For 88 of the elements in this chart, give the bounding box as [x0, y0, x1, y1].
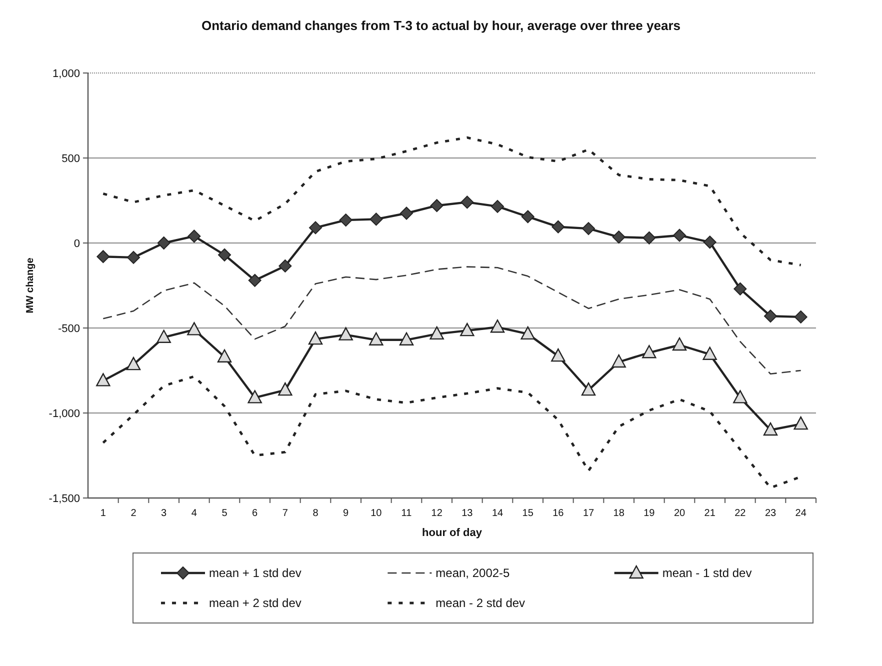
point [369, 332, 384, 346]
point [430, 326, 444, 340]
point [582, 222, 595, 236]
y-axis-title: MW change [25, 257, 36, 314]
x-tick-label: 16 [552, 508, 564, 519]
x-tick-label: 17 [582, 508, 594, 519]
point [552, 220, 565, 234]
x-tick-label: 14 [492, 508, 504, 519]
point [156, 330, 171, 343]
point [187, 322, 202, 336]
legend-label: mean - 2 std dev [436, 596, 526, 610]
point [308, 331, 323, 345]
line-series [102, 266, 802, 375]
y-tick-label: 0 [74, 238, 80, 250]
point [126, 356, 141, 370]
x-tick-label: 8 [312, 508, 319, 519]
point [551, 348, 566, 362]
point [339, 214, 352, 227]
point [672, 337, 687, 351]
point [733, 390, 748, 404]
point [96, 250, 110, 264]
x-tick-label: 10 [370, 508, 382, 519]
x-axis-title: hour of day [422, 527, 483, 539]
point [188, 230, 201, 243]
point [278, 382, 292, 396]
point [217, 349, 232, 362]
point [430, 199, 444, 212]
x-tick-label: 5 [222, 508, 228, 519]
point [612, 230, 626, 244]
x-tick-label: 23 [764, 508, 776, 519]
point [581, 382, 596, 396]
point [157, 236, 170, 250]
x-tick-label: 2 [130, 508, 137, 519]
point [460, 322, 474, 336]
point [612, 354, 626, 368]
x-tick-label: 21 [704, 508, 716, 519]
point [248, 274, 262, 287]
legend-label: mean, 2002-5 [436, 566, 510, 580]
x-tick-label: 24 [795, 508, 807, 519]
point [278, 259, 292, 272]
x-tick-label: 12 [431, 508, 443, 519]
point [521, 210, 534, 224]
x-tick-label: 15 [522, 508, 534, 519]
y-tick-label: 500 [62, 152, 80, 165]
point [642, 231, 656, 244]
x-tick-label: 11 [401, 508, 412, 519]
point [794, 310, 808, 324]
point [490, 320, 505, 333]
line-series [102, 136, 802, 266]
point [127, 250, 140, 264]
point [460, 196, 474, 209]
point [248, 390, 262, 404]
point [400, 206, 413, 220]
point [794, 416, 808, 430]
chart-title: Ontario demand changes from T-3 to actual by hour, average over three years [202, 18, 680, 33]
x-tick-label: 3 [161, 508, 168, 519]
x-tick-label: 4 [191, 508, 198, 519]
point [703, 236, 716, 249]
point [673, 228, 686, 242]
legend-label: mean + 1 std dev [209, 566, 302, 580]
x-tick-label: 18 [613, 508, 625, 519]
point [702, 346, 717, 360]
legend-label: mean + 2 std dev [209, 596, 302, 610]
legend-label: mean - 1 std dev [662, 566, 752, 580]
point [734, 282, 747, 296]
x-tick-label: 19 [644, 508, 656, 519]
x-tick-label: 20 [674, 508, 686, 519]
y-tick-label: -1,500 [48, 492, 80, 505]
point [96, 373, 110, 386]
point [642, 345, 656, 358]
point [370, 212, 383, 226]
x-tick-label: 13 [462, 508, 474, 519]
point [764, 310, 777, 323]
x-tick-label: 1 [100, 508, 106, 519]
x-tick-label: 6 [252, 508, 258, 519]
point [218, 248, 231, 262]
point [338, 327, 353, 340]
point [491, 200, 504, 213]
point [763, 422, 778, 436]
y-tick-label: -1,000 [48, 408, 80, 420]
point [520, 326, 535, 340]
point [399, 332, 414, 346]
x-tick-label: 22 [734, 508, 746, 519]
point [309, 221, 322, 234]
y-tick-label: -500 [58, 322, 80, 335]
x-tick-label: 7 [282, 508, 288, 519]
x-tick-label: 9 [343, 508, 350, 519]
y-tick-label: 1,000 [52, 68, 80, 80]
